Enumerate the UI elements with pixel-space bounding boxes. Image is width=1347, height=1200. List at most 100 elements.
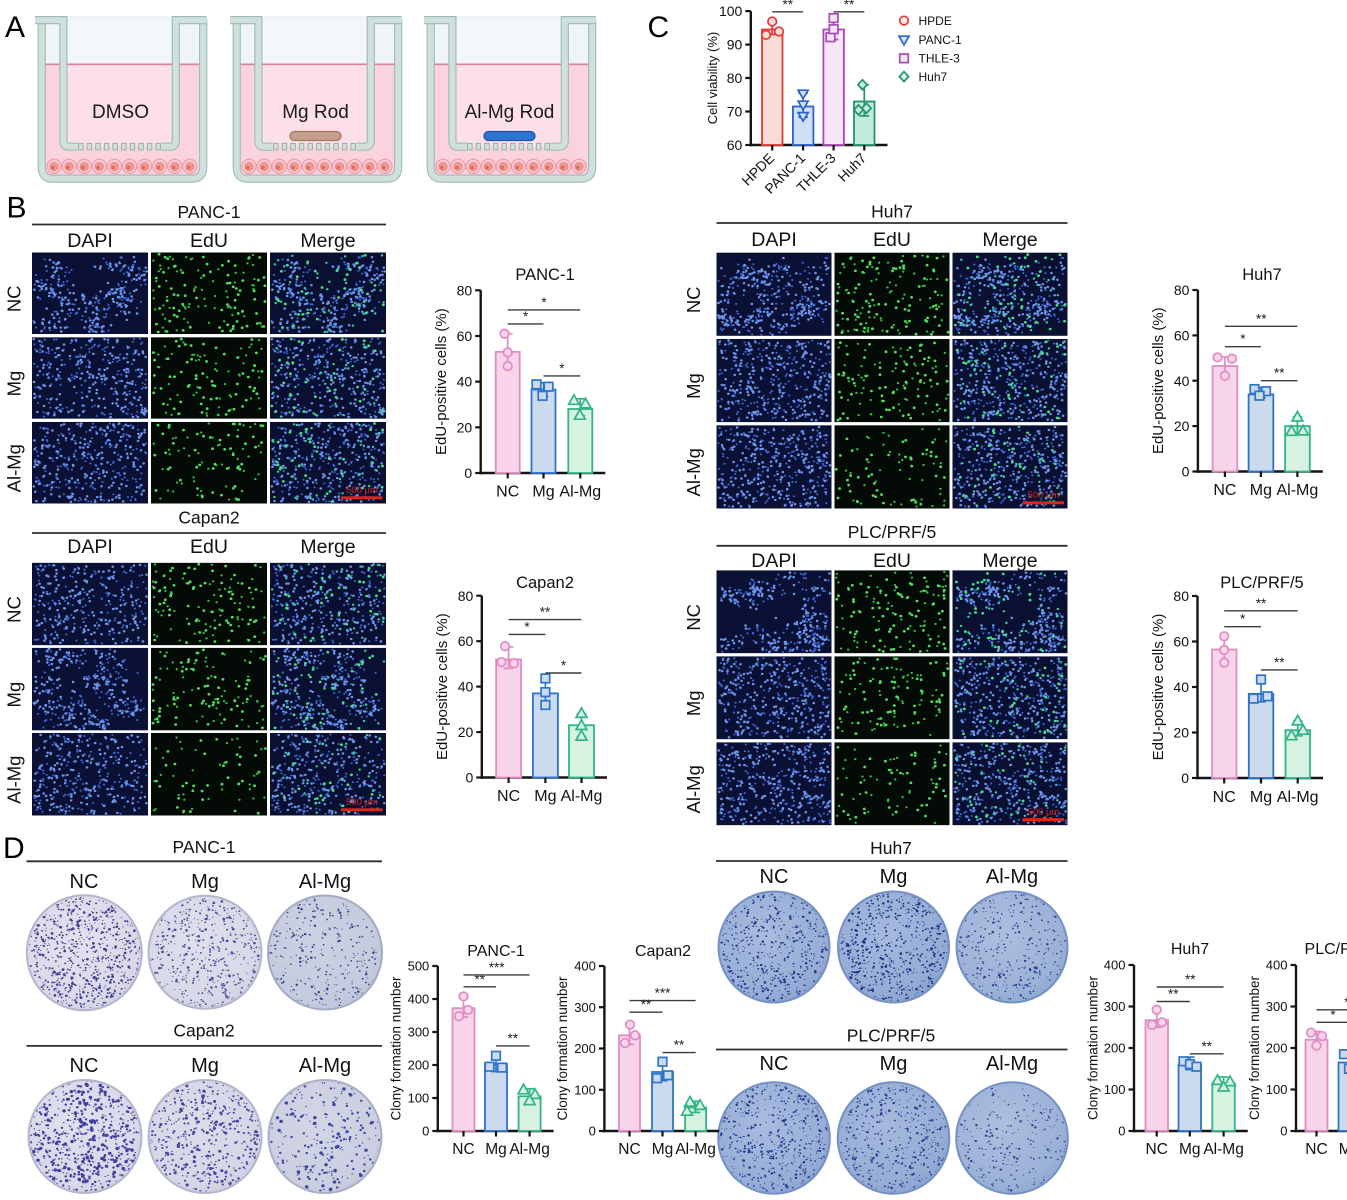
svg-text:EdU-positive cells (%): EdU-positive cells (%) bbox=[434, 613, 451, 760]
svg-text:A: A bbox=[5, 11, 25, 44]
svg-text:80: 80 bbox=[1173, 588, 1189, 604]
svg-text:*: * bbox=[541, 295, 547, 310]
svg-text:Merge: Merge bbox=[300, 230, 355, 252]
svg-text:*: * bbox=[1240, 612, 1246, 627]
svg-text:Capan2: Capan2 bbox=[516, 574, 574, 592]
svg-text:PLC/PRF/5: PLC/PRF/5 bbox=[847, 1026, 936, 1046]
svg-text:Al-Mg: Al-Mg bbox=[1277, 789, 1319, 806]
svg-text:**: ** bbox=[1185, 972, 1196, 987]
svg-text:0: 0 bbox=[1280, 1124, 1287, 1139]
svg-text:Mg: Mg bbox=[191, 871, 219, 893]
svg-text:EdU: EdU bbox=[190, 230, 228, 252]
svg-text:DAPI: DAPI bbox=[67, 536, 113, 558]
svg-text:60: 60 bbox=[1174, 327, 1190, 343]
svg-text:Mg: Mg bbox=[880, 866, 908, 888]
svg-text:100: 100 bbox=[574, 1082, 596, 1097]
svg-text:20: 20 bbox=[458, 724, 474, 740]
svg-text:Mg: Mg bbox=[652, 1141, 674, 1158]
svg-text:**: ** bbox=[1168, 987, 1179, 1002]
svg-text:**: ** bbox=[1256, 311, 1267, 326]
svg-text:THLE-3: THLE-3 bbox=[919, 52, 961, 66]
svg-text:**: ** bbox=[508, 1031, 519, 1046]
svg-text:Al-Mg: Al-Mg bbox=[559, 484, 601, 501]
svg-text:Al-Mg: Al-Mg bbox=[4, 444, 25, 492]
svg-text:40: 40 bbox=[1174, 373, 1190, 389]
svg-text:PANC-1: PANC-1 bbox=[467, 943, 525, 960]
svg-text:20: 20 bbox=[457, 419, 473, 435]
svg-text:Capan2: Capan2 bbox=[173, 1021, 234, 1041]
svg-text:Merge: Merge bbox=[982, 229, 1037, 251]
svg-text:100: 100 bbox=[719, 3, 743, 19]
svg-text:Al-Mg Rod: Al-Mg Rod bbox=[465, 102, 555, 123]
svg-text:Al-Mg: Al-Mg bbox=[683, 765, 704, 813]
svg-text:Merge: Merge bbox=[982, 550, 1037, 572]
svg-text:**: ** bbox=[1274, 655, 1285, 670]
svg-text:0: 0 bbox=[589, 1124, 596, 1139]
svg-text:EdU-positive cells (%): EdU-positive cells (%) bbox=[433, 308, 450, 455]
svg-text:Capan2: Capan2 bbox=[635, 943, 691, 960]
svg-text:300: 300 bbox=[574, 1000, 596, 1015]
svg-text:40: 40 bbox=[457, 374, 473, 390]
svg-text:*: * bbox=[524, 619, 530, 634]
svg-text:100: 100 bbox=[1104, 1082, 1126, 1097]
svg-text:***: *** bbox=[655, 986, 672, 1001]
svg-text:D: D bbox=[3, 832, 25, 865]
svg-text:80: 80 bbox=[1174, 282, 1190, 298]
svg-text:Al-Mg: Al-Mg bbox=[683, 448, 704, 496]
svg-text:60: 60 bbox=[458, 633, 474, 649]
svg-text:70: 70 bbox=[727, 104, 743, 120]
svg-text:*: * bbox=[1330, 1007, 1336, 1022]
svg-text:400: 400 bbox=[408, 992, 430, 1007]
svg-text:HPDE: HPDE bbox=[919, 14, 952, 28]
svg-text:500 μm: 500 μm bbox=[346, 797, 378, 808]
svg-text:NC: NC bbox=[1213, 482, 1236, 499]
svg-text:**: ** bbox=[641, 997, 652, 1012]
svg-text:**: ** bbox=[1344, 995, 1347, 1010]
svg-text:100: 100 bbox=[408, 1091, 430, 1106]
svg-text:Al-Mg: Al-Mg bbox=[675, 1141, 715, 1158]
svg-text:Cell viability (%): Cell viability (%) bbox=[705, 32, 720, 124]
svg-text:NC: NC bbox=[760, 866, 789, 888]
svg-text:80: 80 bbox=[458, 588, 474, 604]
svg-text:EdU: EdU bbox=[190, 536, 228, 558]
svg-text:Mg: Mg bbox=[1250, 789, 1272, 806]
svg-text:**: ** bbox=[1256, 596, 1267, 611]
svg-text:EdU: EdU bbox=[873, 550, 911, 572]
svg-text:**: ** bbox=[1274, 366, 1285, 381]
svg-text:DMSO: DMSO bbox=[92, 102, 149, 123]
svg-text:NC: NC bbox=[4, 285, 25, 312]
svg-text:80: 80 bbox=[727, 70, 743, 86]
svg-text:200: 200 bbox=[408, 1058, 430, 1073]
svg-text:Capan2: Capan2 bbox=[178, 508, 239, 528]
svg-text:PANC-1: PANC-1 bbox=[173, 837, 236, 857]
svg-text:*: * bbox=[561, 658, 567, 673]
svg-text:*: * bbox=[559, 361, 565, 376]
svg-text:300: 300 bbox=[1104, 999, 1126, 1014]
svg-text:Al-Mg: Al-Mg bbox=[4, 756, 25, 804]
svg-text:Al-Mg: Al-Mg bbox=[1203, 1141, 1243, 1158]
svg-text:Al-Mg: Al-Mg bbox=[299, 871, 351, 893]
svg-text:Mg: Mg bbox=[1339, 1141, 1347, 1158]
svg-text:400: 400 bbox=[574, 959, 596, 974]
svg-text:Mg: Mg bbox=[683, 690, 704, 716]
svg-text:60: 60 bbox=[727, 137, 743, 153]
svg-text:Mg: Mg bbox=[1179, 1141, 1201, 1158]
svg-text:0: 0 bbox=[422, 1124, 429, 1139]
svg-text:NC: NC bbox=[760, 1053, 789, 1075]
svg-text:EdU: EdU bbox=[873, 229, 911, 251]
svg-text:NC: NC bbox=[1213, 789, 1236, 806]
svg-text:Mg: Mg bbox=[485, 1141, 507, 1158]
svg-text:**: ** bbox=[844, 0, 855, 12]
svg-text:PANC-1: PANC-1 bbox=[919, 33, 962, 47]
svg-text:300: 300 bbox=[408, 1025, 430, 1040]
svg-text:NC: NC bbox=[4, 596, 25, 623]
svg-text:*: * bbox=[523, 309, 529, 324]
svg-text:Huh7: Huh7 bbox=[1242, 266, 1281, 284]
svg-text:200: 200 bbox=[1266, 1041, 1288, 1056]
svg-text:Al-Mg: Al-Mg bbox=[299, 1055, 351, 1077]
svg-text:B: B bbox=[7, 192, 27, 225]
svg-text:Mg: Mg bbox=[532, 484, 554, 501]
svg-text:Mg: Mg bbox=[534, 788, 556, 805]
svg-text:Clony formation number: Clony formation number bbox=[1085, 975, 1100, 1120]
svg-text:0: 0 bbox=[1181, 770, 1189, 786]
